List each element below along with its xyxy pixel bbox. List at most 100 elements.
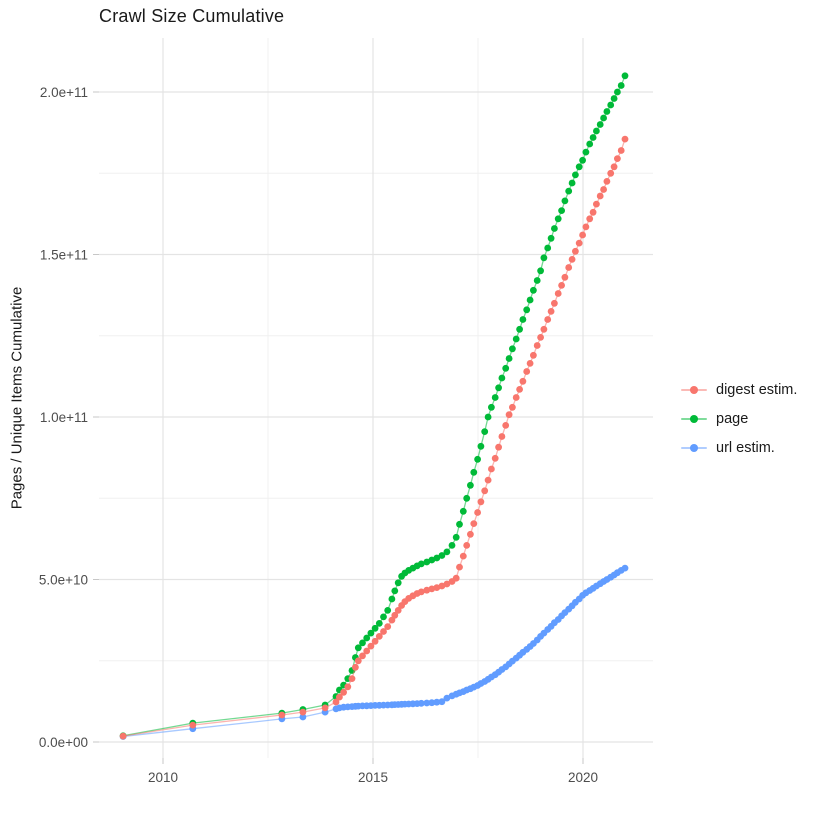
data-point bbox=[443, 580, 451, 588]
data-point bbox=[363, 647, 371, 655]
data-point bbox=[523, 306, 531, 314]
data-point bbox=[582, 223, 590, 231]
data-point bbox=[354, 657, 362, 665]
data-point bbox=[433, 584, 441, 591]
data-point bbox=[321, 704, 329, 712]
data-point bbox=[380, 628, 387, 635]
data-point bbox=[565, 187, 573, 195]
data-point bbox=[603, 108, 611, 115]
data-point bbox=[579, 231, 586, 239]
data-point bbox=[600, 114, 607, 122]
data-point bbox=[512, 335, 520, 343]
data-point bbox=[119, 732, 127, 740]
legend-item-url-estim: url estim. bbox=[681, 437, 797, 459]
data-point bbox=[558, 282, 565, 289]
data-point bbox=[384, 607, 392, 614]
y-tick-label: 0.0e+00 bbox=[39, 735, 88, 750]
data-point bbox=[448, 542, 456, 549]
data-point bbox=[491, 454, 499, 462]
data-point bbox=[505, 355, 513, 362]
data-point bbox=[519, 377, 527, 385]
data-point bbox=[443, 548, 451, 556]
data-point bbox=[579, 156, 586, 164]
data-point bbox=[428, 699, 436, 707]
legend-dot-icon bbox=[690, 386, 698, 394]
data-point bbox=[388, 595, 396, 603]
data-point bbox=[537, 267, 544, 275]
data-point bbox=[617, 147, 625, 154]
data-point bbox=[512, 394, 520, 401]
data-point bbox=[610, 163, 618, 171]
data-point bbox=[537, 334, 544, 341]
data-point bbox=[488, 403, 495, 411]
data-point bbox=[516, 325, 523, 333]
data-point bbox=[189, 721, 197, 729]
data-point bbox=[544, 244, 552, 252]
data-point bbox=[603, 178, 611, 185]
data-point bbox=[438, 698, 446, 706]
data-point bbox=[614, 155, 621, 163]
data-point bbox=[596, 192, 604, 200]
data-point bbox=[423, 699, 431, 707]
data-point bbox=[299, 713, 307, 721]
data-point bbox=[589, 134, 597, 141]
data-point bbox=[502, 422, 510, 429]
data-point bbox=[572, 171, 579, 179]
data-point bbox=[495, 443, 502, 451]
data-point bbox=[481, 487, 489, 495]
data-point bbox=[547, 308, 555, 315]
data-point bbox=[568, 256, 576, 263]
data-point bbox=[443, 694, 451, 702]
data-point bbox=[477, 442, 485, 450]
series-line-page bbox=[122, 75, 626, 737]
data-point bbox=[371, 624, 379, 632]
data-point bbox=[586, 140, 594, 148]
data-point bbox=[509, 403, 516, 411]
data-point bbox=[554, 290, 562, 297]
data-point bbox=[394, 579, 402, 587]
data-point bbox=[417, 588, 425, 596]
data-point bbox=[610, 95, 618, 102]
data-point bbox=[526, 296, 534, 304]
data-point bbox=[417, 560, 425, 568]
data-point bbox=[621, 135, 629, 143]
data-point bbox=[621, 72, 629, 80]
data-point bbox=[380, 613, 387, 621]
data-point bbox=[558, 207, 565, 215]
data-point bbox=[575, 163, 583, 171]
data-point bbox=[617, 82, 625, 89]
data-point bbox=[509, 345, 516, 353]
data-point bbox=[600, 186, 607, 193]
data-point bbox=[456, 520, 463, 528]
data-point bbox=[452, 533, 460, 541]
legend-key bbox=[681, 441, 707, 455]
data-point bbox=[526, 360, 534, 367]
x-tick-label: 2015 bbox=[358, 770, 388, 785]
data-point bbox=[614, 88, 621, 96]
legend-item-page: page bbox=[681, 408, 797, 430]
data-point bbox=[547, 234, 555, 242]
legend-dot-icon bbox=[690, 415, 698, 423]
data-point bbox=[391, 587, 399, 595]
data-point bbox=[607, 169, 615, 177]
data-point bbox=[540, 254, 548, 262]
data-point bbox=[336, 693, 343, 701]
data-point bbox=[367, 629, 375, 637]
data-point bbox=[433, 554, 441, 562]
data-point bbox=[417, 699, 425, 707]
data-point bbox=[575, 239, 583, 247]
data-point bbox=[456, 563, 463, 571]
data-point bbox=[375, 633, 383, 640]
data-point bbox=[593, 127, 600, 135]
data-point bbox=[348, 675, 356, 682]
data-point bbox=[498, 433, 506, 440]
data-point bbox=[505, 411, 513, 419]
legend-key bbox=[681, 383, 707, 397]
data-point bbox=[278, 711, 286, 719]
data-point bbox=[484, 476, 492, 484]
legend-dot-icon bbox=[690, 444, 698, 452]
data-point bbox=[502, 364, 510, 372]
data-point bbox=[391, 611, 399, 619]
